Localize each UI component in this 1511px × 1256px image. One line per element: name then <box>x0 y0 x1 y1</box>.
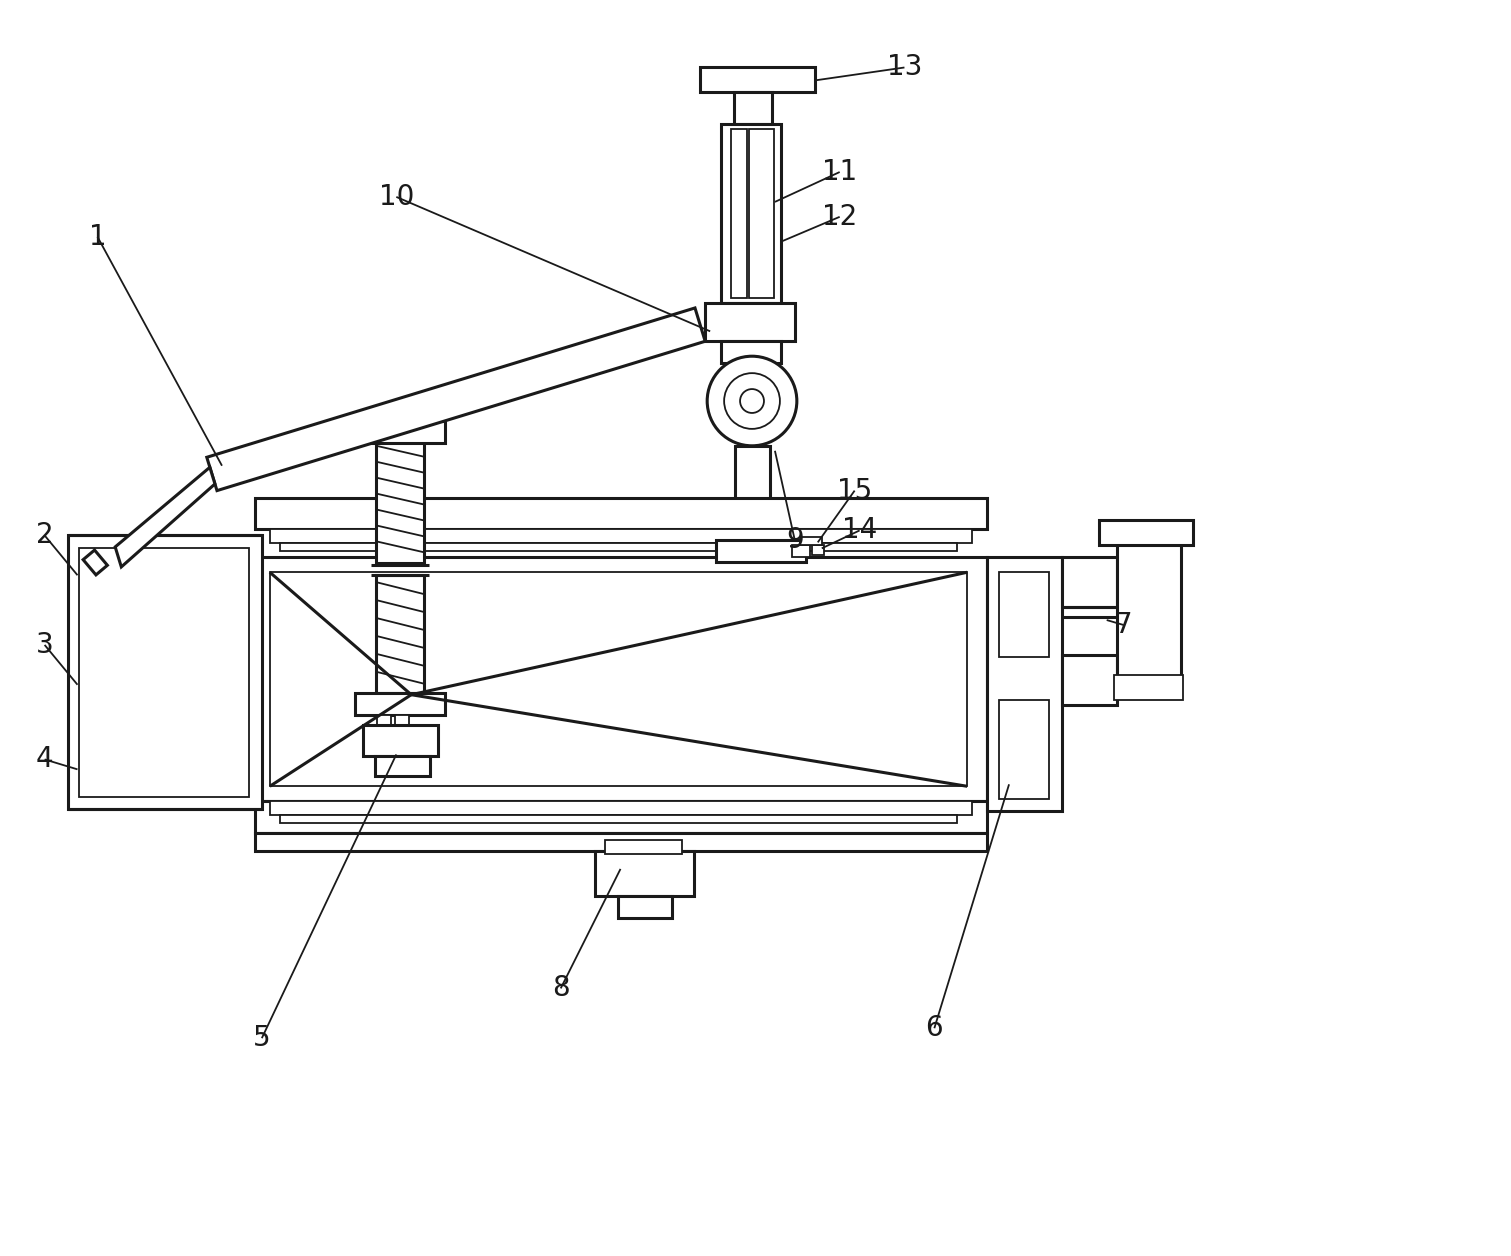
Bar <box>280 815 958 823</box>
Circle shape <box>740 389 765 413</box>
Bar <box>731 129 746 299</box>
Bar <box>987 558 1062 811</box>
Bar <box>721 342 781 363</box>
Bar <box>68 535 261 809</box>
Bar <box>799 538 822 545</box>
Circle shape <box>724 373 780 428</box>
Bar <box>734 446 771 540</box>
Bar <box>999 700 1049 799</box>
Bar <box>375 756 431 776</box>
Text: 9: 9 <box>786 526 804 554</box>
Bar <box>1114 674 1183 700</box>
Bar <box>1117 530 1182 679</box>
Bar <box>396 413 409 423</box>
Bar <box>355 693 446 715</box>
Bar <box>378 413 391 423</box>
Bar <box>1098 520 1194 545</box>
Polygon shape <box>115 467 215 566</box>
Bar <box>255 833 987 852</box>
Text: 10: 10 <box>379 183 414 211</box>
Text: 2: 2 <box>36 521 53 549</box>
Bar <box>604 840 683 854</box>
Bar <box>270 801 972 815</box>
Bar <box>811 545 823 555</box>
Text: 3: 3 <box>36 631 53 659</box>
Text: 8: 8 <box>552 975 570 1002</box>
Bar <box>270 530 972 544</box>
Polygon shape <box>83 550 107 575</box>
Bar <box>364 725 438 756</box>
Text: 14: 14 <box>842 516 878 544</box>
Text: 12: 12 <box>822 202 857 231</box>
Bar <box>1062 654 1117 705</box>
Text: 13: 13 <box>887 54 922 82</box>
Text: 6: 6 <box>926 1015 943 1042</box>
Text: 4: 4 <box>36 745 53 774</box>
Bar <box>378 715 391 725</box>
Text: 1: 1 <box>89 222 106 251</box>
Bar <box>376 575 425 693</box>
Bar <box>80 549 249 798</box>
Text: 11: 11 <box>822 158 857 186</box>
Bar <box>706 304 795 342</box>
Bar <box>792 545 810 558</box>
Bar <box>355 421 446 443</box>
Text: 5: 5 <box>252 1024 270 1053</box>
Text: 7: 7 <box>1115 610 1132 639</box>
Bar <box>396 715 409 725</box>
Bar <box>721 124 781 304</box>
Bar <box>999 573 1049 657</box>
Bar <box>700 68 814 93</box>
Bar <box>716 540 805 563</box>
Bar <box>595 852 694 896</box>
Bar <box>737 540 768 575</box>
Polygon shape <box>207 308 706 491</box>
Bar <box>280 544 958 551</box>
Bar <box>376 438 425 563</box>
Bar <box>1062 558 1117 607</box>
Bar <box>255 801 987 833</box>
Bar <box>734 93 772 124</box>
Bar <box>749 129 774 299</box>
Bar <box>255 497 987 530</box>
Bar <box>255 558 987 801</box>
Text: 15: 15 <box>837 476 872 505</box>
Bar <box>270 573 967 786</box>
Bar <box>618 896 672 918</box>
Circle shape <box>707 357 796 446</box>
